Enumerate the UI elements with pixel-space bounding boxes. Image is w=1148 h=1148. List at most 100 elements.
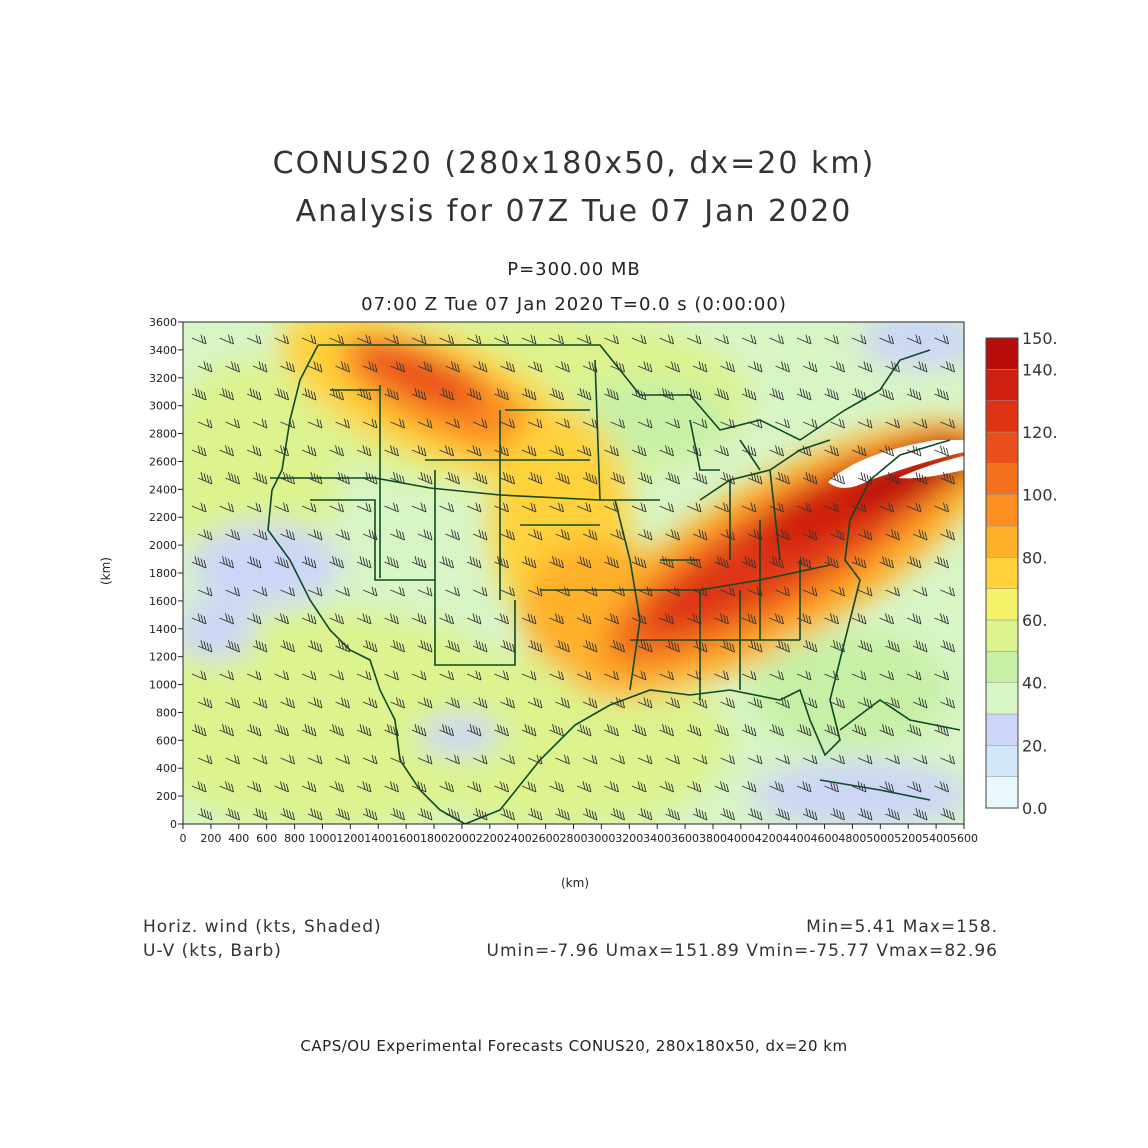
x-tick-label: 3000 xyxy=(587,832,615,845)
wind-barb xyxy=(576,613,592,625)
wind-barb xyxy=(692,639,708,653)
wind-barb xyxy=(411,387,427,401)
wind-barb xyxy=(521,502,537,513)
wind-barb xyxy=(280,639,295,653)
x-tick-label: 3200 xyxy=(615,832,643,845)
y-tick-label: 3400 xyxy=(149,344,177,357)
wind-barb xyxy=(335,418,350,429)
y-tick-label: 0 xyxy=(170,818,177,831)
stats-min-max: Min=5.41 Max=158. xyxy=(806,917,998,937)
wind-barb xyxy=(824,502,839,513)
wind-barb xyxy=(851,387,867,401)
wind-barb xyxy=(500,418,515,429)
wind-barb xyxy=(604,723,619,737)
wind-barb xyxy=(494,613,509,625)
wind-barb xyxy=(747,586,763,597)
wind-barb xyxy=(610,754,625,765)
wind-barb xyxy=(747,471,763,485)
wind-barb xyxy=(637,754,653,765)
x-tick-label: 1000 xyxy=(308,832,336,845)
wind-barb xyxy=(417,697,433,709)
x-tick-label: 0 xyxy=(180,832,187,845)
wind-barb xyxy=(885,471,900,485)
colorbar-label: 0.0 xyxy=(1022,799,1047,818)
wind-barb xyxy=(934,387,949,401)
wind-barb xyxy=(769,613,784,625)
wind-barb xyxy=(692,529,708,541)
wind-barb xyxy=(775,586,790,597)
wind-barb xyxy=(307,471,323,485)
colorbar-label: 120. xyxy=(1022,423,1058,442)
wind-barb xyxy=(494,502,509,513)
wind-barb xyxy=(466,387,482,401)
wind-barb xyxy=(417,586,433,597)
wind-barb xyxy=(521,334,537,345)
wind-barb xyxy=(356,334,372,345)
wind-barb xyxy=(714,334,729,345)
wind-barb xyxy=(280,361,295,373)
wind-barb xyxy=(775,529,790,541)
wind-barb xyxy=(912,807,928,821)
wind-barb xyxy=(802,639,818,653)
wind-barb xyxy=(417,639,433,653)
x-tick-label: 1400 xyxy=(364,832,392,845)
wind-barb xyxy=(659,334,674,345)
wind-barb xyxy=(830,754,845,765)
wind-barb xyxy=(527,471,543,485)
wind-barb xyxy=(802,529,818,541)
wind-barb xyxy=(912,529,928,541)
wind-barb xyxy=(246,502,262,513)
wind-barb xyxy=(362,807,378,821)
wind-barb xyxy=(747,361,763,373)
wind-barb xyxy=(549,613,564,625)
wind-barb xyxy=(720,361,735,373)
colorbar-swatch xyxy=(985,557,1019,589)
wind-barb xyxy=(824,555,839,569)
wind-barb xyxy=(197,529,213,541)
wind-barb xyxy=(912,418,928,429)
wind-barb xyxy=(934,334,949,345)
wind-barb xyxy=(411,555,427,569)
wind-barb xyxy=(741,670,757,681)
wind-barb xyxy=(665,529,680,541)
wind-barb xyxy=(747,807,763,821)
wind-barb xyxy=(885,418,900,429)
x-tick-label: 200 xyxy=(200,832,221,845)
wind-barb xyxy=(637,418,653,429)
wind-barb xyxy=(362,418,378,429)
wind-barb xyxy=(384,387,399,401)
wind-barb xyxy=(934,445,949,457)
wind-barb xyxy=(445,807,460,821)
y-tick-label: 1400 xyxy=(149,623,177,636)
south-east-coastline xyxy=(464,439,951,824)
wind-barb xyxy=(604,781,619,793)
wind-barb xyxy=(445,754,460,765)
wind-barb xyxy=(335,586,350,597)
wind-barb xyxy=(219,502,234,513)
wind-barb xyxy=(384,445,399,457)
wind-barb xyxy=(830,529,845,541)
wind-barb xyxy=(686,387,702,401)
wind-barb xyxy=(335,529,350,541)
x-axis-ticks: 0 200 400 600 800 1000 1200 1400 1600 1800 2000 220… xyxy=(180,824,978,845)
wind-barb xyxy=(879,670,894,681)
wind-barb xyxy=(527,754,543,765)
wind-barb xyxy=(906,670,922,681)
wind-barb xyxy=(906,723,922,737)
wind-barb xyxy=(686,334,702,345)
wind-barb xyxy=(940,639,955,653)
wind-barb xyxy=(851,445,867,457)
wind-barb xyxy=(445,639,460,653)
wind-barb xyxy=(631,387,647,401)
colorbar-label: 100. xyxy=(1022,486,1058,505)
wind-barb xyxy=(191,613,207,625)
colorbar-swatch xyxy=(985,651,1019,683)
wind-barb xyxy=(906,387,922,401)
wind-barb xyxy=(335,639,350,653)
wind-barb xyxy=(439,555,454,569)
x-tick-label: 4000 xyxy=(727,832,755,845)
wind-barb xyxy=(604,670,619,681)
wind-barb xyxy=(329,723,344,737)
wind-barb xyxy=(940,586,955,597)
wind-barb xyxy=(857,639,873,653)
